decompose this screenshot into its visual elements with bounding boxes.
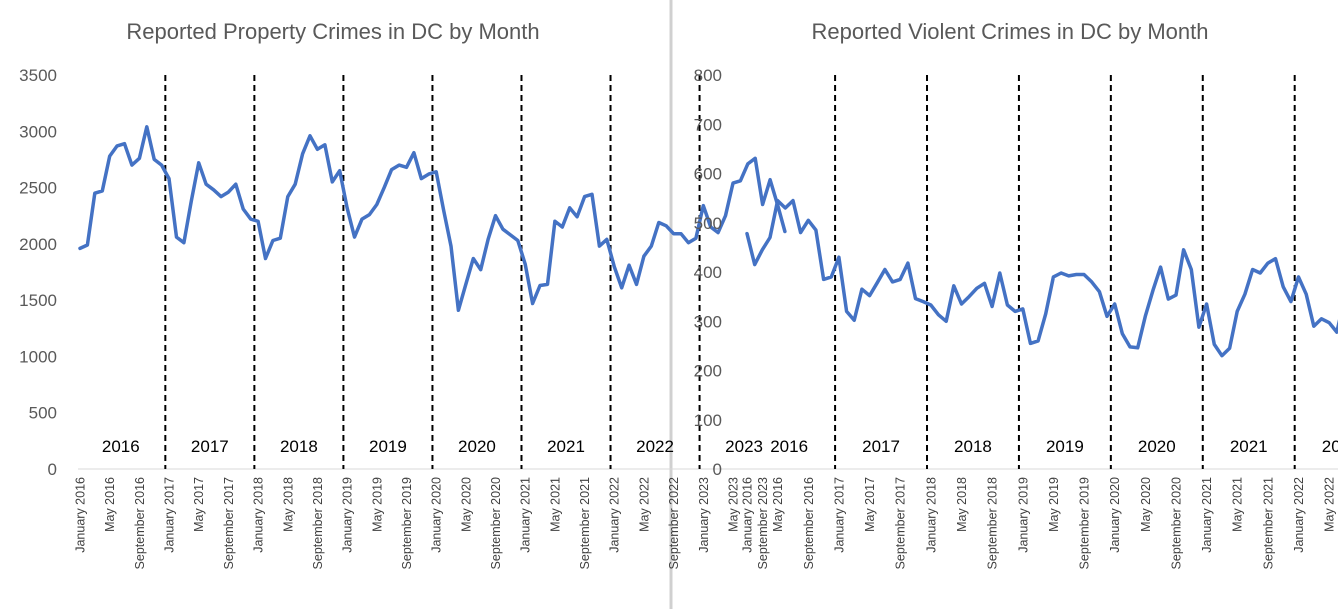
x-tick-label: September 2021 [578,477,592,569]
year-label: 2016 [102,437,140,456]
year-label: 2023 [725,437,763,456]
x-tick-label: September 2020 [1170,477,1184,569]
x-tick-label: September 2019 [400,477,414,569]
x-tick-label: September 2016 [802,477,816,569]
x-tick-label: January 2020 [430,477,444,553]
year-label: 2017 [862,437,900,456]
year-label: 2019 [1046,437,1084,456]
x-tick-label: January 2022 [1292,477,1306,553]
x-tick-label: January 2020 [1108,477,1122,553]
y-tick-label: 0 [713,460,722,479]
x-tick-label: May 2017 [192,477,206,532]
y-tick-label: 500 [694,214,722,233]
year-label: 2016 [770,437,808,456]
x-tick-label: January 2019 [341,477,355,553]
x-tick-label: September 2023 [756,477,770,569]
x-tick-label: September 2019 [1078,477,1092,569]
year-label: 2018 [954,437,992,456]
x-tick-label: January 2017 [163,477,177,553]
x-tick-label: May 2022 [637,477,651,532]
year-label: 2017 [191,437,229,456]
x-tick-label: September 2017 [222,477,236,569]
year-label: 2021 [547,437,585,456]
x-tick-label: May 2019 [370,477,384,532]
series-line [745,198,1338,358]
year-label: 2020 [458,437,496,456]
x-tick-label: May 2020 [1139,477,1153,532]
x-tick-label: May 2020 [459,477,473,532]
x-tick-label: January 2018 [924,477,938,553]
x-tick-label: May 2021 [548,477,562,532]
x-tick-label: September 2022 [667,477,681,569]
y-tick-label: 3000 [19,122,57,141]
x-tick-label: May 2016 [771,477,785,532]
x-tick-label: January 2021 [1200,477,1214,553]
y-tick-label: 1500 [19,291,57,310]
x-tick-label: May 2018 [955,477,969,532]
series-line [78,125,787,313]
x-tick-label: September 2016 [133,477,147,569]
year-label: 2020 [1138,437,1176,456]
x-tick-label: January 2016 [74,477,88,553]
y-tick-label: 300 [694,312,722,331]
year-label: 2019 [369,437,407,456]
x-tick-label: January 2023 [697,477,711,553]
x-tick-label: January 2018 [252,477,266,553]
x-tick-label: January 2019 [1016,477,1030,553]
chart-title: Reported Property Crimes in DC by Month [126,19,539,44]
y-tick-label: 0 [48,460,57,479]
x-tick-label: January 2016 [741,477,755,553]
y-tick-label: 500 [29,404,57,423]
year-label: 2022 [1322,437,1338,456]
x-tick-label: May 2016 [103,477,117,532]
x-tick-label: January 2017 [832,477,846,553]
y-tick-label: 2500 [19,179,57,198]
year-label: 2021 [1230,437,1268,456]
x-tick-label: September 2020 [489,477,503,569]
x-tick-label: May 2019 [1047,477,1061,532]
property-crimes-chart: Reported Property Crimes in DC by Month … [19,19,789,569]
x-tick-label: September 2018 [986,477,1000,569]
x-tick-label: May 2021 [1231,477,1245,532]
violent-crimes-chart: Reported Violent Crimes in DC by Month 0… [694,19,1338,569]
y-tick-label: 1000 [19,347,57,366]
x-tick-label: May 2023 [727,477,741,532]
y-tick-label: 400 [694,263,722,282]
x-tick-label: May 2018 [281,477,295,532]
chart-title: Reported Violent Crimes in DC by Month [812,19,1209,44]
y-tick-label: 2000 [19,235,57,254]
y-tick-label: 3500 [19,66,57,85]
year-label: 2022 [636,437,674,456]
x-tick-label: January 2021 [519,477,533,553]
x-tick-label: May 2022 [1323,477,1337,532]
y-tick-label: 800 [694,66,722,85]
x-tick-label: September 2017 [894,477,908,569]
y-tick-label: 200 [694,362,722,381]
x-tick-label: May 2017 [863,477,877,532]
y-tick-label: 600 [694,165,722,184]
x-tick-label: January 2022 [608,477,622,553]
y-tick-label: 100 [694,411,722,430]
year-label: 2018 [280,437,318,456]
x-tick-label: September 2018 [311,477,325,569]
y-tick-label: 700 [694,115,722,134]
x-tick-label: September 2021 [1261,477,1275,569]
